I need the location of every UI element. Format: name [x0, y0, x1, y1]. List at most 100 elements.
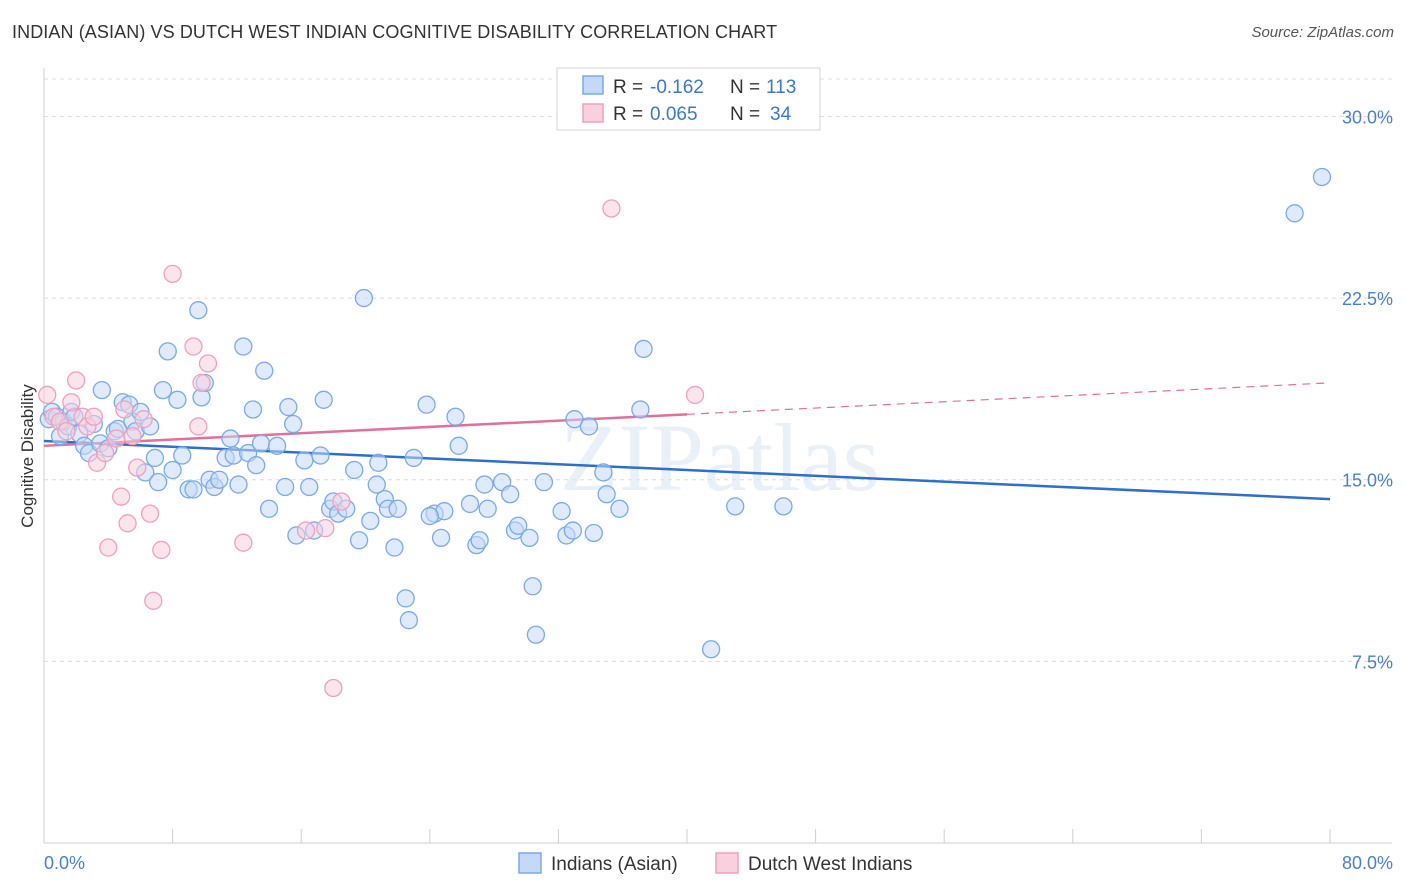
point-dutch-west-indian-33 [685, 385, 705, 405]
point-indian-asian-102 [594, 463, 613, 482]
point-indian-asian-43 [234, 337, 253, 356]
point-indian-asian-85 [470, 531, 489, 550]
point-indian-asian-105 [631, 400, 650, 419]
point-dutch-west-indian-27 [234, 533, 253, 552]
point-indian-asian-28 [163, 460, 182, 480]
point-indian-asian-50 [267, 436, 287, 455]
point-indian-asian-107 [701, 640, 721, 659]
point-indian-asian-66 [354, 288, 374, 308]
point-indian-asian-53 [284, 414, 303, 434]
point-dutch-west-indian-17 [128, 458, 147, 477]
point-indian-asian-74 [396, 589, 415, 608]
y-axis-title: Cognitive Disability [18, 384, 37, 528]
point-indian-asian-87 [478, 499, 497, 518]
legend-r-label-2: R = [613, 104, 643, 125]
point-indian-asian-108 [726, 497, 745, 516]
point-indian-asian-81 [446, 407, 465, 426]
point-indian-asian-91 [509, 516, 528, 535]
y-tick-label-2: 22.5% [1342, 289, 1393, 309]
point-dutch-west-indian-20 [144, 591, 163, 610]
point-dutch-west-indian-22 [163, 264, 182, 284]
y-tick-label-0: 7.5% [1352, 652, 1393, 672]
point-indian-asian-99 [565, 410, 584, 429]
point-dutch-west-indian-23 [184, 337, 203, 356]
bottom-legend-swatch-pink [715, 852, 739, 874]
point-dutch-west-indian-26 [198, 354, 218, 373]
point-dutch-west-indian-11 [99, 538, 118, 557]
point-dutch-west-indian-0 [38, 385, 57, 405]
point-indian-asian-94 [526, 625, 546, 644]
point-dutch-west-indian-13 [112, 487, 131, 506]
chart-title: INDIAN (ASIAN) VS DUTCH WEST INDIAN COGN… [12, 22, 778, 42]
point-indian-asian-58 [311, 446, 330, 465]
point-indian-asian-48 [247, 456, 266, 475]
legend-swatch-pink [582, 103, 604, 123]
point-indian-asian-103 [597, 485, 616, 504]
grid-lines [44, 78, 1392, 662]
legend-r-value-2: 0.065 [650, 104, 698, 125]
point-indian-asian-96 [552, 502, 571, 521]
point-indian-asian-13 [92, 380, 112, 400]
point-indian-asian-29 [168, 390, 187, 409]
x-tick-label-1: 80.0% [1342, 853, 1393, 873]
point-dutch-west-indian-31 [332, 492, 351, 511]
point-indian-asian-68 [367, 475, 386, 494]
y-tick-label-3: 30.0% [1342, 107, 1393, 127]
point-dutch-west-indian-29 [316, 519, 335, 538]
trendline-dashed-1 [686, 382, 1331, 415]
point-dutch-west-indian-24 [189, 417, 208, 436]
point-indian-asian-55 [295, 451, 314, 470]
axes [43, 68, 1392, 844]
point-dutch-west-indian-4 [62, 393, 81, 412]
point-indian-asian-86 [475, 475, 494, 494]
legend-swatch-blue [582, 75, 604, 95]
point-indian-asian-89 [501, 485, 520, 504]
point-indian-asian-110 [1285, 204, 1304, 223]
legend-r-label-1: R = [613, 77, 643, 98]
legend: R = -0.162 N = 113 R = 0.065 N = 34 [556, 67, 821, 131]
point-indian-asian-82 [449, 436, 468, 455]
point-dutch-west-indian-28 [296, 521, 316, 540]
point-indian-asian-59 [314, 390, 333, 409]
bottom-legend-label-2: Dutch West Indians [748, 854, 912, 875]
point-indian-asian-76 [404, 448, 423, 468]
point-indian-asian-92 [520, 528, 539, 547]
point-indian-asian-56 [300, 477, 319, 497]
point-indian-asian-42 [229, 475, 248, 494]
point-indian-asian-100 [579, 417, 599, 436]
point-indian-asian-109 [774, 497, 793, 516]
point-indian-asian-104 [610, 499, 629, 518]
point-indian-asian-45 [243, 400, 263, 419]
legend-n-value-1: 113 [766, 77, 796, 98]
bottom-legend-swatch-blue [518, 852, 542, 874]
tick-labels: 7.5% 15.0% 22.5% 30.0% 0.0% 80.0% [44, 107, 1393, 873]
point-indian-asian-69 [369, 453, 388, 472]
point-indian-asian-67 [361, 511, 380, 531]
point-indian-asian-46 [251, 434, 271, 453]
point-indian-asian-64 [345, 460, 364, 480]
chart-source: Source: ZipAtlas.com [1251, 24, 1394, 41]
point-dutch-west-indian-15 [118, 514, 137, 533]
y-tick-label-1: 15.0% [1342, 471, 1393, 491]
point-indian-asian-30 [173, 446, 192, 465]
point-indian-asian-93 [523, 577, 542, 596]
point-indian-asian-51 [275, 477, 295, 497]
point-dutch-west-indian-14 [115, 400, 134, 419]
point-dutch-west-indian-3 [57, 422, 76, 441]
legend-r-value-1: -0.162 [650, 77, 704, 98]
point-indian-asian-24 [145, 448, 165, 468]
point-indian-asian-52 [279, 397, 298, 417]
point-dutch-west-indian-12 [107, 429, 126, 448]
point-indian-asian-98 [563, 521, 583, 540]
point-dutch-west-indian-5 [67, 371, 86, 390]
legend-n-label-2: N = [730, 104, 760, 125]
point-indian-asian-26 [153, 380, 173, 400]
point-indian-asian-27 [158, 342, 177, 361]
point-indian-asian-111 [1312, 167, 1332, 187]
point-indian-asian-32 [184, 480, 203, 499]
point-indian-asian-106 [634, 339, 653, 359]
point-dutch-west-indian-21 [152, 540, 171, 560]
point-indian-asian-95 [534, 472, 554, 492]
point-indian-asian-72 [385, 538, 404, 557]
